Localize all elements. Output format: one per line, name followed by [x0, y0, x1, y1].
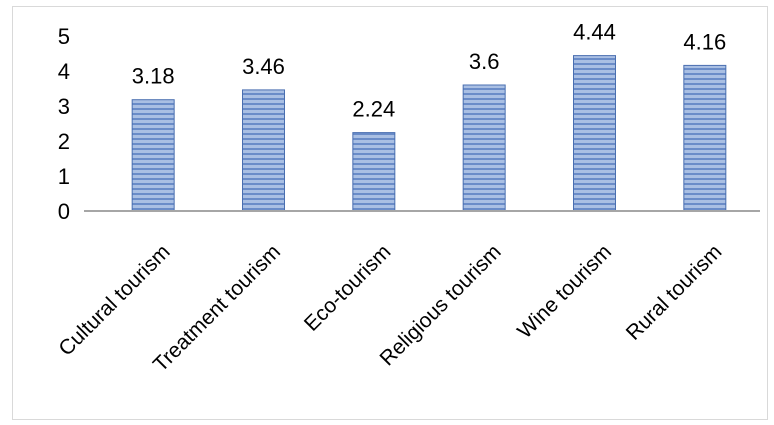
bar — [683, 64, 727, 212]
data-label: 4.44 — [573, 20, 616, 45]
x-tick-label: Rural tourism — [622, 240, 727, 345]
x-tick-label: Eco-tourism — [300, 240, 395, 335]
y-tick-label: 1 — [58, 164, 70, 189]
data-label: 4.16 — [683, 29, 726, 54]
data-label: 2.24 — [352, 97, 395, 122]
x-tick-label: Cultural tourism — [54, 240, 174, 360]
chart-area — [12, 6, 768, 420]
y-tick-label: 0 — [58, 199, 70, 224]
data-label: 3.46 — [242, 54, 285, 79]
bar — [462, 84, 506, 212]
bar — [242, 89, 285, 212]
y-tick-label: 2 — [58, 129, 70, 154]
y-tick-label: 5 — [58, 24, 70, 49]
bar — [131, 99, 175, 212]
bar — [573, 55, 616, 212]
y-tick-label: 3 — [58, 94, 70, 119]
x-tick-label: Religious tourism — [376, 240, 506, 370]
data-label: 3.6 — [469, 49, 500, 74]
data-label: 3.18 — [132, 64, 175, 89]
x-tick-label: Wine tourism — [513, 240, 616, 343]
bar — [352, 132, 396, 212]
y-tick-label: 4 — [58, 59, 70, 84]
